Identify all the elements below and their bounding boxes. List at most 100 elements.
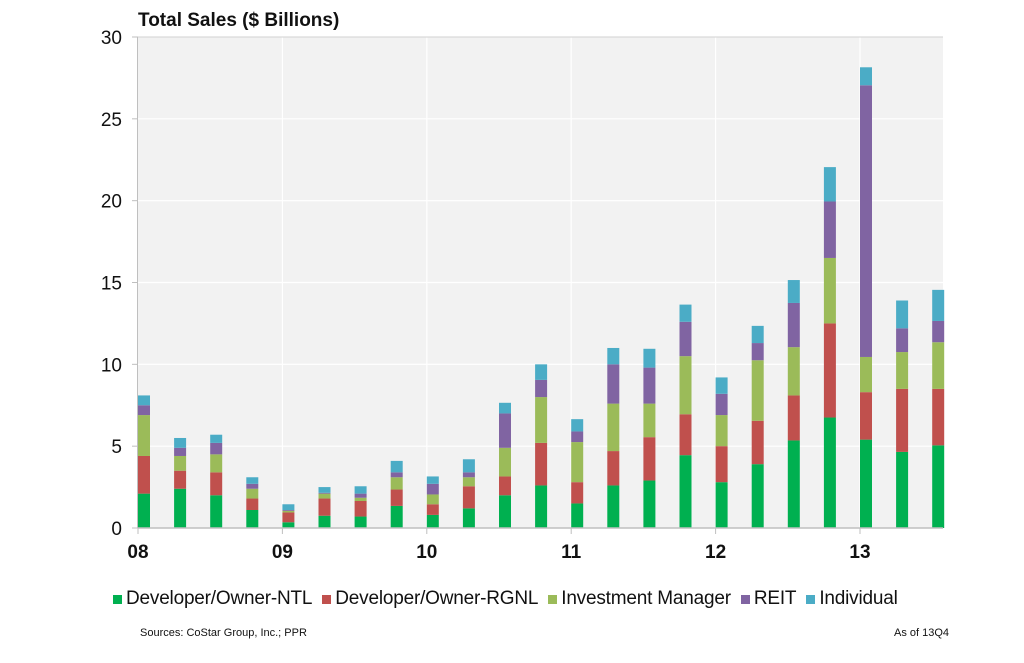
bar-stack-13Q2: [896, 300, 909, 528]
legend-label: REIT: [753, 588, 797, 609]
bar-segment-investment-manager: [679, 356, 692, 415]
legend-item: REIT: [740, 588, 797, 610]
y-tick-label: 25: [101, 110, 122, 131]
y-tick-label: 15: [101, 274, 122, 295]
bar-segment-developer-owner-ntl: [318, 515, 331, 528]
bar-segment-individual: [607, 347, 620, 365]
bar-segment-developer-owner-ntl: [354, 516, 367, 528]
bar-segment-reit: [138, 405, 150, 416]
bar-segment-developer-owner-ntl: [210, 495, 223, 528]
bar-segment-developer-owner-rgnl: [787, 395, 800, 441]
legend-swatch-icon: [548, 594, 558, 604]
bar-segment-developer-owner-ntl: [607, 485, 620, 528]
bar-segment-investment-manager: [932, 342, 945, 389]
bar-segment-reit: [535, 379, 548, 398]
bar-segment-investment-manager: [535, 397, 548, 443]
bar-segment-individual: [462, 459, 475, 473]
bar-segment-individual: [246, 477, 259, 484]
chart-title: Total Sales ($ Billions): [138, 10, 339, 31]
x-tick-label: 11: [561, 542, 582, 563]
bar-stack-12Q2: [751, 325, 764, 528]
bar-segment-individual: [210, 434, 223, 443]
bar-segment-individual: [282, 504, 295, 510]
bars-group: [138, 67, 945, 528]
bar-segment-developer-owner-rgnl: [679, 414, 692, 456]
bar-segment-individual: [679, 304, 692, 322]
bar-segment-developer-owner-ntl: [643, 480, 656, 528]
bar-segment-individual: [354, 486, 367, 494]
bar-segment-developer-owner-rgnl: [282, 512, 295, 523]
x-tick-label: 08: [127, 542, 148, 563]
bar-segment-investment-manager: [643, 403, 656, 438]
bar-segment-developer-owner-rgnl: [932, 388, 945, 446]
bar-segment-reit: [499, 413, 511, 448]
bar-stack-11Q3: [643, 348, 656, 528]
bar-segment-developer-owner-ntl: [715, 482, 728, 528]
bar-segment-developer-owner-ntl: [787, 440, 800, 528]
bar-segment-developer-owner-ntl: [462, 508, 475, 528]
bar-segment-developer-owner-rgnl: [174, 470, 187, 489]
bar-segment-investment-manager: [787, 347, 800, 396]
bar-segment-investment-manager: [607, 403, 620, 452]
bar-stack-09Q3: [354, 486, 367, 528]
bar-segment-reit: [607, 364, 620, 404]
sources-note: Sources: CoStar Group, Inc.; PPR: [140, 627, 307, 639]
bar-segment-reit: [210, 442, 223, 455]
bar-segment-individual: [138, 395, 150, 406]
bar-segment-individual: [499, 402, 511, 414]
bar-segment-developer-owner-rgnl: [571, 482, 584, 504]
x-tick-label: 13: [849, 542, 870, 563]
legend-label: Developer/Owner-NTL: [126, 588, 313, 609]
bar-segment-developer-owner-ntl: [571, 503, 584, 528]
bar-segment-investment-manager: [390, 477, 403, 490]
legend-item: Developer/Owner-RGNL: [322, 588, 538, 610]
bar-segment-developer-owner-rgnl: [535, 442, 548, 486]
legend-swatch-icon: [113, 594, 122, 604]
bar-segment-individual: [643, 348, 656, 368]
bar-stack-08Q1: [138, 395, 150, 528]
bar-segment-reit: [823, 201, 836, 258]
x-axis-ticks: 08 09 10 11 12 13: [127, 528, 871, 563]
bar-segment-investment-manager: [715, 415, 728, 447]
bar-segment-developer-owner-rgnl: [318, 498, 331, 516]
bar-stack-11Q2: [607, 347, 620, 528]
bar-segment-reit: [246, 483, 259, 489]
bar-segment-investment-manager: [138, 415, 150, 456]
bar-segment-developer-owner-ntl: [679, 455, 692, 528]
bar-stack-09Q2: [318, 487, 331, 528]
bar-segment-investment-manager: [860, 356, 872, 393]
bar-stack-10Q1: [426, 476, 439, 528]
bar-segment-reit: [787, 302, 800, 348]
bar-stack-08Q2: [174, 437, 187, 528]
bar-segment-developer-owner-rgnl: [823, 323, 836, 418]
bar-segment-developer-owner-rgnl: [643, 437, 656, 481]
bar-segment-individual: [896, 300, 909, 329]
bar-segment-investment-manager: [246, 488, 259, 499]
bar-stack-12Q4: [823, 167, 836, 528]
bar-segment-developer-owner-rgnl: [860, 392, 872, 440]
bar-segment-developer-owner-rgnl: [499, 476, 511, 496]
bar-stack-13Q3: [932, 289, 945, 528]
legend-item: Individual: [806, 588, 898, 610]
bar-segment-developer-owner-rgnl: [246, 498, 259, 510]
x-tick-label: 12: [705, 542, 726, 563]
bar-segment-investment-manager: [282, 510, 295, 513]
bar-segment-reit: [643, 367, 656, 404]
bar-segment-individual: [535, 364, 548, 380]
bar-segment-reit: [751, 343, 764, 361]
y-tick-label: 30: [101, 28, 122, 49]
bar-stack-10Q2: [462, 459, 475, 528]
bar-segment-developer-owner-ntl: [282, 522, 295, 528]
bar-segment-developer-owner-ntl: [860, 439, 872, 528]
bar-segment-reit: [679, 321, 692, 357]
x-tick-label: 09: [272, 542, 293, 563]
bar-stack-11Q4: [679, 304, 692, 528]
bar-segment-investment-manager: [896, 352, 909, 389]
bar-segment-developer-owner-ntl: [932, 445, 945, 528]
bar-segment-individual: [390, 460, 403, 473]
bar-segment-reit: [932, 320, 945, 343]
bar-segment-individual: [751, 325, 764, 344]
bar-stack-10Q4: [535, 364, 548, 528]
legend-swatch-icon: [322, 594, 332, 604]
